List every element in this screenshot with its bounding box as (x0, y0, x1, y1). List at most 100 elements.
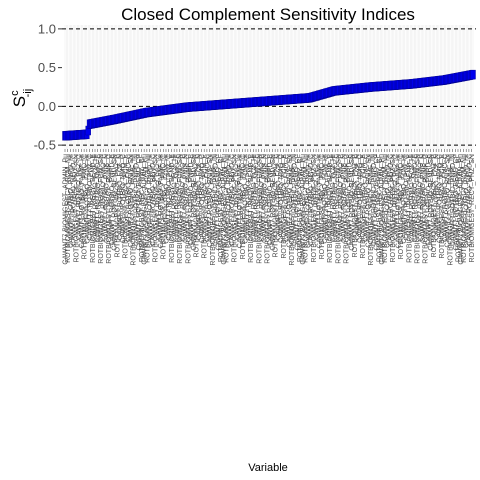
svg-text:Sc-ij: Sc-ij (9, 89, 34, 107)
x-tick-label: ROTBIOMIGEST_RECY_PNMF_HI (447, 154, 454, 266)
x-tick-label: CAWWT7.ROTBIO_BEND_CF (374, 154, 381, 250)
x-tick-label: CAWWT7.ROTBIO_PNPD_N (450, 154, 457, 246)
y-axis-label-superscript: c (9, 90, 21, 96)
y-tick-label: -0.5 (34, 138, 56, 153)
x-tick-label: CAWWT7.ROTBIO_FMO_E (338, 154, 345, 242)
x-tick-label: CAWWT7.ROTBIO_FCM_HI (243, 154, 250, 244)
x-tick-label: CAWWT7.ROTBIO_FMO_C (363, 154, 370, 242)
x-tick-label: CAWWT7.BIOMIGEST_ADMIN_Pu (142, 154, 149, 265)
x-tick-label: CAWWT7.ROTBIO_BEND_C (71, 154, 78, 246)
x-tick-label: ROTBIOMIGEST_RECY_PNZ_SN (311, 154, 318, 263)
x-tick-label: CAWWT7.BIOMIGEST_ADMIN_Pu (379, 154, 386, 265)
x-tick-label: CAWWT7.ROTBIO_BEND_SN (270, 154, 277, 251)
x-tick-label: CAWWT7.ROTBIO_FCZ_C (314, 154, 321, 240)
x-tick-label: CAWWT7.ROTBIO_PNPD_E (267, 154, 274, 246)
reference-lines (62, 28, 476, 146)
x-tick-label: CAWWT7.ROTBIO_PNMF_HI (395, 154, 402, 248)
x-tick-label: ROTBIOMIGEST_RECY_FCM_E (202, 154, 209, 259)
x-tick-label: ROTBIOMIGEST_RECY_FMO_C (398, 154, 405, 259)
x-tick-label: CAWWT7.ROTBIO_PNPD_HI (464, 154, 471, 248)
x-tick-label: CAWWT7.ROTBIO_PNPD_E (425, 154, 432, 246)
x-tick-label: CAWWT7.ROTBIO_BEND_C (150, 154, 157, 246)
x-tick-label: ROTBIOMIGEST_RECY_PNMF_HI (210, 154, 217, 266)
x-tick-label: CAWWT7.ROTBIO_FMO_C (442, 154, 449, 242)
x-tick-label: ROTBIOMIGEST_RECY_FCM_Nu (65, 154, 72, 263)
x-tick-label: ROTBIOMIGEST_RECY_PNMF_C (264, 154, 271, 264)
x-tick-label: ROTBIOMIGEST_RECY_FCM_Nu (382, 154, 389, 263)
x-tick-label: CAWWT7.ROTBIO_FCZ_N (275, 154, 282, 240)
x-tick-label: CAWWT7.ROTBIO_PNIS_N (420, 154, 427, 243)
x-tick-label: CAWWT7.ROTBIO_FMO_C (284, 154, 291, 242)
x-tick-label: CAWWT7.ROTBIO_BEND_SN (349, 154, 356, 251)
x-tick-label: CAWWT7.ROTBIO_PNMF_HI (316, 154, 323, 248)
x-tick-label: CAWWT7.ROTBIO_PNIS_N (103, 154, 110, 243)
x-tick-label: ROTBIOMIGEST_RECY_FCM_SN (415, 154, 422, 264)
x-tick-label: CAWWT7.ROTBIO_NMO_C (120, 154, 127, 243)
x-tick-label: ROTBIOMIGEST_RECY_PNMF_C (185, 154, 192, 264)
x-tick-label: CAWWT7.ROTBIO_PNPD_N (213, 154, 220, 246)
x-tick-label: ROTBIOMIGEST_RECY_PNZ_SN (469, 154, 476, 263)
x-tick-label: CAWWT7.ROTBIO_PNIS_SN (128, 154, 135, 247)
x-tick-label: CAWWT7.ROTBIO_BEND_C (229, 154, 236, 246)
x-tick-label: ROTBIOMIGEST_RECY_PNZ_E (114, 154, 121, 258)
x-tick-label: ROTBIOMIGEST_RECY_FCM_SN (256, 154, 263, 264)
x-tick-label: CAWWT7.ROTBIO_PNIS_SN (286, 154, 293, 247)
x-tick-label: CAWWT7.ROTBIO_BEND_SN (191, 154, 198, 251)
x-tick-label: ROTBIOMIGEST_RECY_PNZ_CF (139, 154, 146, 262)
x-tick-label: CAWWT7.ROTBIO_PNPD_N (371, 154, 378, 246)
x-tick-label: ROTBIOMIGEST_RECY_PNMF_HI (289, 154, 296, 266)
x-tick-label: ROTBIOMIGEST_RECY_PNMF_HI (131, 154, 138, 266)
x-tick-label: ROTBIOMIGEST_RECY_PNZ_SN (153, 154, 160, 263)
x-tick-label: CAWWT7.ROTBIO_FCM_HI (401, 154, 408, 244)
x-tick-label: CAWWT7.BIOMIGEST_ADMIN_Pu (458, 154, 465, 265)
x-tick-label: ROTBIOMIGEST_RECY_PNMF_C (344, 154, 351, 264)
x-tick-label: CAWWT7.ROTBIO_FCZ_C (155, 154, 162, 240)
x-tick-label: CAWWT7.ROTBIO_PNZ_C (245, 154, 252, 240)
x-tick-label: CAWWT7.ROTBIO_PNIS_N (183, 154, 190, 243)
x-tick-label: CAWWT7.ROTBIO_FCZ_N (355, 154, 362, 240)
x-tick-label: ROTBIOMIGEST_RECY_PNZ_E (273, 154, 280, 258)
x-axis-tick-labels: CAWWT7.BIOMIGEST_ADMIN_PuROTBIOMIGEST_RE… (63, 149, 476, 266)
x-axis-label: Variable (248, 462, 288, 474)
x-tick-label: CAWWT7.ROTBIO_PNIS_N (341, 154, 348, 243)
x-tick-label: CAWWT7.ROTBIO_PNMF_HI (237, 154, 244, 248)
x-tick-label: CAWWT7.ROTBIO_FCZ_C (76, 154, 83, 240)
y-tick-label: 0.0 (38, 99, 56, 114)
x-tick-label: ROTBIOMIGEST_RECY_FMO_C (319, 154, 326, 259)
x-tick-label: ROTBIOMIGEST_RECY_FCM_E (360, 154, 367, 259)
x-tick-label: CAWWT7.ROTBIO_PNPD_N (292, 154, 299, 246)
x-tick-label: CAWWT7.ROTBIO_PNPD_E (109, 154, 116, 246)
x-tick-label: ROTBIOMIGEST_RECY_PNZ_CF (455, 154, 462, 262)
x-tick-label: ROTBIOMIGEST_RECY_FCM_Nu (303, 154, 310, 263)
x-tick-label: CAWWT7.ROTBIO_PNPD_E (188, 154, 195, 246)
x-tick-label: CAWWT7.ROTBIO_FCZ_HI (172, 154, 179, 242)
x-tick-label: ROTBIOMIGEST_RECY_PNZ_E (193, 154, 200, 258)
x-tick-label: CAWWT7.ROTBIO_BEND_SN (428, 154, 435, 251)
x-tick-label: ROTBIOMIGEST_RECY_PNMF_HI (368, 154, 375, 266)
x-tick-label: CAWWT7.ROTBIO_PNIS_SN (445, 154, 452, 247)
x-tick-label: CAWWT7.ROTBIO_NMO_E (254, 154, 261, 243)
x-tick-label: CAWWT7.ROTBIO_FMO_E (259, 154, 266, 242)
x-tick-label: ROTBIOMIGEST_RECY_FCM_SN (335, 154, 342, 264)
x-tick-label: CAWWT7.ROTBIO_PNPD_HI (68, 154, 75, 248)
x-tick-label: CAWWT7.ROTBIO_PNZ_C (166, 154, 173, 240)
x-tick-label: CAWWT7.ROTBIO_FCM_HI (322, 154, 329, 244)
x-tick-label: CAWWT7.ROTBIO_FCZ_C (393, 154, 400, 240)
x-tick-label: CAWWT7.ROTBIO_FCZ_C (234, 154, 241, 240)
data-points (62, 69, 476, 141)
x-tick-label: CAWWT7.ROTBIO_FCZ_HI (251, 154, 258, 242)
x-tick-label: CAWWT7.ROTBIO_NMO_E (412, 154, 419, 243)
x-tick-label: ROTBIOMIGEST_RECY_BEND_E (90, 154, 97, 263)
x-tick-label: CAWWT7.ROTBIO_NMO_C (436, 154, 443, 243)
x-tick-label: CAWWT7.ROTBIO_BEND_CF (215, 154, 222, 250)
y-tick-label: 1.0 (38, 21, 56, 36)
x-tick-label: CAWWT7.ROTBIO_PNMF_HI (79, 154, 86, 248)
x-tick-label: ROTBIOMIGEST_RECY_BEND_E (327, 154, 334, 263)
x-tick-label: ROTBIOMIGEST_RECY_PNZ_E (431, 154, 438, 258)
x-tick-label: CAWWT7.ROTBIO_PNPD_HI (385, 154, 392, 248)
x-tick-label: ROTBIOMIGEST_RECY_PNZ_SN (390, 154, 397, 263)
x-tick-label: CAWWT7.ROTBIO_NMO_E (95, 154, 102, 243)
x-tick-label: CAWWT7.ROTBIO_NMO_E (174, 154, 181, 243)
x-tick-label: CAWWT7.ROTBIO_FCZ_N (434, 154, 441, 240)
y-axis-label-main: S (10, 96, 29, 107)
